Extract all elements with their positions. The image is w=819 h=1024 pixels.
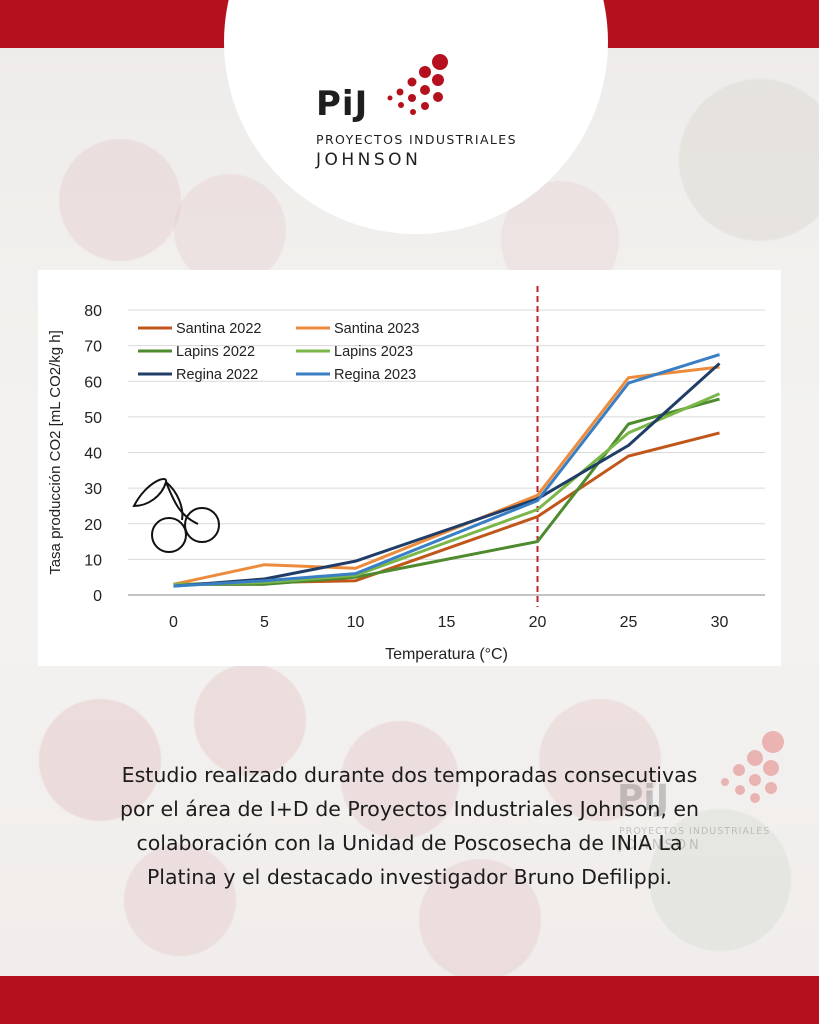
series-line: [173, 365, 720, 586]
y-tick-label: 10: [84, 552, 102, 569]
x-tick-label: 5: [260, 614, 269, 631]
legend-label: Regina 2023: [334, 367, 416, 383]
co2-line-chart: 0 10 20 30 40 50 60 70 80 0 5 10 15 20 25 30 Temperatura…: [47, 286, 765, 663]
y-tick-label: 40: [84, 446, 102, 463]
logo-mark: PiJ: [316, 84, 369, 124]
y-tick-label: 80: [84, 303, 102, 320]
x-tick-label: 10: [347, 614, 365, 631]
legend-label: Santina 2023: [334, 321, 419, 337]
y-tick-label: 20: [84, 517, 102, 534]
x-axis-label: Temperatura (°C): [385, 646, 508, 663]
watermark-mark: PiJ: [617, 778, 670, 819]
y-tick-label: 50: [84, 410, 102, 427]
x-tick-label: 20: [529, 614, 547, 631]
y-tick-label: 0: [93, 588, 102, 605]
watermark-line2: JOHNSON: [619, 838, 702, 853]
logo-dots-icon: [387, 54, 448, 115]
x-tick-label: 15: [438, 614, 456, 631]
series-line: [173, 353, 720, 588]
caption-line: Platina y el destacado investigador Brun…: [146, 865, 673, 889]
caption-line: colaboración con la Unidad de Poscosecha…: [136, 831, 683, 855]
watermark: PiJ PROYECTOS INDUSTRIALES JOHNSON: [613, 730, 793, 860]
caption-line: Estudio realizado durante dos temporadas…: [121, 763, 698, 787]
chart-card: 0 10 20 30 40 50 60 70 80 0 5 10 15 20 25 30 Temperatura…: [38, 270, 784, 853]
legend-label: Lapins 2022: [176, 344, 255, 360]
legend-label: Regina 2022: [176, 367, 258, 383]
logo-line-johnson: JOHNSON: [316, 150, 422, 170]
legend-label: Lapins 2023: [334, 344, 413, 360]
legend-label: Santina 2022: [176, 321, 261, 337]
watermark-line1: PROYECTOS INDUSTRIALES: [619, 826, 771, 837]
cherry-icon: [132, 478, 220, 553]
series-line: [173, 431, 720, 586]
x-tick-label: 30: [711, 614, 729, 631]
series-line: [173, 397, 720, 586]
watermark-dots-icon: [721, 731, 784, 803]
logo-line-proyectos: PROYECTOS INDUSTRIALES: [316, 132, 517, 147]
caption: Estudio realizado durante dos temporadas…: [40, 758, 779, 894]
caption-line: por el área de I+D de Proyectos Industri…: [119, 797, 700, 821]
y-axis-label: Tasa producción CO2 [mL CO2/kg h]: [47, 330, 64, 575]
x-tick-label: 0: [169, 614, 178, 631]
y-tick-label: 70: [84, 339, 102, 356]
y-tick-label: 60: [84, 374, 102, 391]
series-line: [173, 362, 721, 588]
y-tick-label: 30: [84, 481, 102, 498]
x-tick-label: 25: [620, 614, 638, 631]
bottom-band: [0, 976, 819, 1024]
